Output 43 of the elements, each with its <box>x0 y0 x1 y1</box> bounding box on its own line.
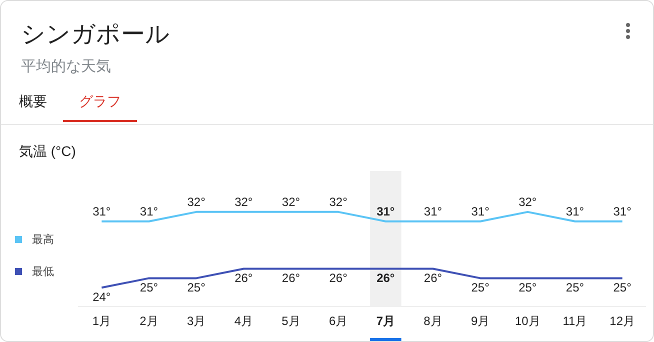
x-tick-label: 11月 <box>562 314 588 328</box>
data-label: 31° <box>424 204 442 219</box>
data-label: 26° <box>282 271 300 286</box>
data-label: 31° <box>140 204 158 219</box>
y-axis-title: 気温 (°C) <box>19 143 76 161</box>
text: 概要 <box>19 93 48 111</box>
x-tick-label: 8月 <box>424 314 442 328</box>
x-tick-label: 6月 <box>328 314 348 328</box>
data-label: 25° <box>518 280 537 295</box>
data-label: 31° <box>92 204 111 219</box>
legend-label: 最低 <box>32 264 54 278</box>
x-tick-label: 5月 <box>282 314 300 328</box>
x-tick-label: 9月 <box>470 314 490 328</box>
data-label: 31° <box>613 204 632 219</box>
data-label: 25° <box>140 280 158 295</box>
data-label: 31° <box>566 204 584 219</box>
chart-subtitle: 平均的な天気 <box>21 57 111 76</box>
chart-title: シンガポール <box>21 20 170 50</box>
text: グラフ <box>63 93 137 122</box>
x-tick-label: 1月 <box>92 314 112 328</box>
data-label: 26° <box>376 271 395 286</box>
x-tick-label: 4月 <box>234 314 254 328</box>
x-tick-label: 3月 <box>186 314 206 328</box>
data-label: 25° <box>566 280 584 295</box>
x-tick-label: 12月 <box>610 314 636 328</box>
data-label: 32° <box>234 195 253 210</box>
data-label: 32° <box>282 195 300 210</box>
data-label: 25° <box>471 280 490 295</box>
data-label: 24° <box>92 290 111 304</box>
data-label: 26° <box>329 271 348 286</box>
x-tick-label: 2月 <box>140 314 158 328</box>
data-label: 31° <box>471 204 490 219</box>
data-label: 26° <box>424 271 442 286</box>
legend-label: 最高 <box>32 232 54 246</box>
data-label: 32° <box>187 195 206 210</box>
x-tick-label: 10月 <box>514 314 540 328</box>
data-label: 25° <box>613 280 632 295</box>
data-label: 32° <box>518 195 537 210</box>
data-label: 32° <box>329 195 348 210</box>
x-tick-label: 7月 <box>376 314 396 328</box>
data-label: 31° <box>376 204 395 219</box>
data-label: 26° <box>234 271 253 286</box>
data-label: 25° <box>187 280 206 295</box>
